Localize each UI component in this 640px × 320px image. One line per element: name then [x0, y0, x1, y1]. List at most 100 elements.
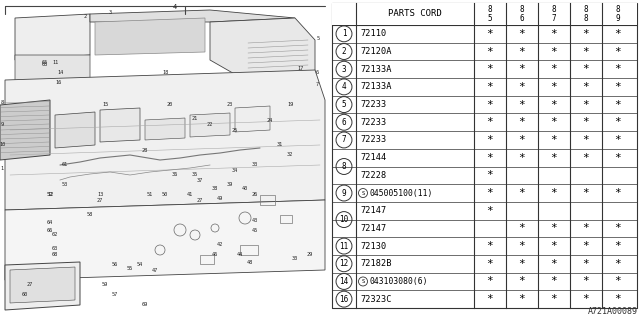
Polygon shape — [5, 200, 325, 280]
Text: *: * — [518, 29, 525, 39]
Text: *: * — [550, 153, 557, 163]
Bar — [332, 3, 637, 25]
Text: *: * — [582, 100, 589, 109]
Polygon shape — [190, 113, 230, 137]
Text: 7: 7 — [316, 83, 319, 87]
Text: 12: 12 — [339, 259, 349, 268]
Text: 72144: 72144 — [360, 153, 387, 162]
Bar — [280, 215, 292, 223]
Text: 15: 15 — [102, 102, 108, 108]
Text: 60: 60 — [22, 292, 28, 298]
Text: 3: 3 — [108, 10, 111, 14]
Text: 10: 10 — [339, 215, 349, 224]
Text: 36: 36 — [172, 172, 178, 178]
Text: 59: 59 — [102, 283, 108, 287]
Text: 37: 37 — [197, 178, 203, 182]
Text: *: * — [518, 276, 525, 286]
Text: *: * — [550, 117, 557, 127]
Text: 54: 54 — [137, 262, 143, 268]
Text: 30: 30 — [292, 255, 298, 260]
Text: *: * — [582, 259, 589, 269]
Text: 2: 2 — [342, 47, 346, 56]
Text: 69: 69 — [142, 302, 148, 308]
Text: 2: 2 — [83, 14, 86, 20]
Text: 72147: 72147 — [360, 206, 387, 215]
Text: *: * — [518, 117, 525, 127]
Text: 38: 38 — [212, 186, 218, 190]
Polygon shape — [55, 112, 95, 148]
Text: 72182B: 72182B — [360, 259, 392, 268]
Text: 8: 8 — [616, 5, 620, 14]
Text: *: * — [550, 46, 557, 57]
Text: 31: 31 — [277, 142, 283, 148]
Polygon shape — [10, 267, 75, 303]
Bar — [240, 245, 258, 255]
Text: 29: 29 — [307, 252, 313, 258]
Text: *: * — [486, 206, 493, 216]
Text: *: * — [614, 223, 621, 233]
Text: 9: 9 — [1, 123, 4, 127]
Polygon shape — [15, 55, 90, 85]
Text: 63: 63 — [52, 245, 58, 251]
Text: 43: 43 — [252, 218, 258, 222]
Text: 57: 57 — [112, 292, 118, 298]
Text: 52: 52 — [47, 193, 53, 197]
Text: PARTS CORD: PARTS CORD — [388, 10, 442, 19]
Polygon shape — [95, 18, 205, 55]
Text: 5: 5 — [488, 14, 492, 23]
Text: *: * — [614, 241, 621, 251]
Text: 72110: 72110 — [360, 29, 387, 38]
Text: 1: 1 — [342, 29, 346, 38]
Text: *: * — [550, 259, 557, 269]
Text: 1: 1 — [1, 165, 4, 171]
Text: *: * — [550, 100, 557, 109]
Text: 5: 5 — [316, 36, 319, 41]
Text: 7: 7 — [342, 135, 346, 144]
Text: 22: 22 — [207, 123, 213, 127]
Text: 8: 8 — [584, 14, 588, 23]
Text: *: * — [582, 64, 589, 74]
Polygon shape — [145, 118, 185, 140]
Text: 8: 8 — [1, 100, 4, 105]
Polygon shape — [5, 262, 80, 310]
Text: *: * — [518, 223, 525, 233]
Text: 56: 56 — [112, 262, 118, 268]
Text: 26: 26 — [252, 193, 258, 197]
Bar — [260, 195, 275, 205]
Text: *: * — [486, 100, 493, 109]
Text: 045005100(11): 045005100(11) — [370, 188, 433, 197]
Text: *: * — [550, 64, 557, 74]
Text: 8: 8 — [488, 5, 492, 14]
Text: 41: 41 — [187, 193, 193, 197]
Text: 28: 28 — [142, 148, 148, 153]
Text: 34: 34 — [232, 167, 238, 172]
Text: 44: 44 — [237, 252, 243, 258]
Text: 72147: 72147 — [360, 224, 387, 233]
Text: 62: 62 — [52, 233, 58, 237]
Polygon shape — [0, 100, 50, 160]
Text: *: * — [550, 135, 557, 145]
Text: *: * — [582, 294, 589, 304]
Text: *: * — [614, 64, 621, 74]
Text: 16: 16 — [339, 295, 349, 304]
Text: *: * — [518, 259, 525, 269]
Text: 68: 68 — [52, 252, 58, 258]
Text: 72133A: 72133A — [360, 65, 392, 74]
Text: 72228: 72228 — [360, 171, 387, 180]
Text: 14: 14 — [57, 70, 63, 76]
Text: 25: 25 — [232, 127, 238, 132]
Text: *: * — [486, 294, 493, 304]
Text: 7: 7 — [552, 14, 556, 23]
Text: 20: 20 — [167, 102, 173, 108]
Text: *: * — [486, 259, 493, 269]
Text: *: * — [582, 276, 589, 286]
Text: *: * — [550, 223, 557, 233]
Text: *: * — [582, 223, 589, 233]
Text: 39: 39 — [227, 182, 233, 188]
Text: 65: 65 — [42, 62, 48, 68]
Text: 5: 5 — [342, 100, 346, 109]
Text: *: * — [486, 29, 493, 39]
Text: *: * — [518, 241, 525, 251]
Text: *: * — [486, 64, 493, 74]
Polygon shape — [100, 108, 140, 142]
